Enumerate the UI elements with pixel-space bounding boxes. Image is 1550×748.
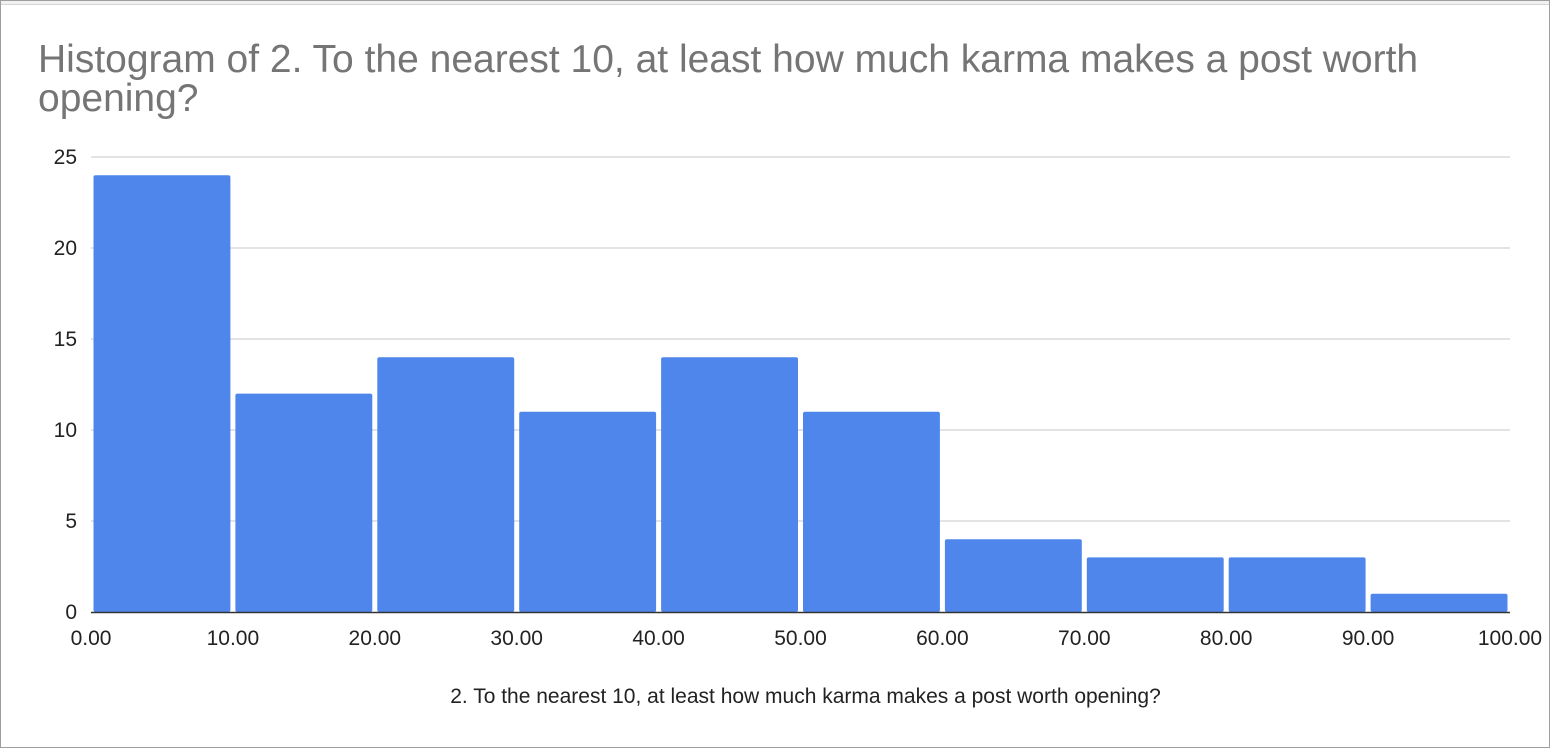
y-tick-label: 15 xyxy=(54,328,77,351)
x-tick-label: 70.00 xyxy=(1058,627,1111,650)
x-tick-label: 80.00 xyxy=(1200,627,1253,650)
y-tick-label: 0 xyxy=(65,601,77,624)
y-tick-label: 25 xyxy=(54,146,77,169)
x-axis-tick-labels: 0.00 10.00 20.00 30.00 40.00 50.00 60.00 70.00 8… xyxy=(71,627,1543,650)
y-tick-label: 10 xyxy=(54,419,77,442)
x-tick-label: 40.00 xyxy=(632,627,685,650)
histogram-bar xyxy=(235,393,373,612)
histogram-bar xyxy=(519,411,657,612)
histogram-bar xyxy=(661,357,798,612)
y-axis-tick-labels: 0 5 10 15 20 25 xyxy=(54,146,77,624)
histogram-bar xyxy=(1086,557,1224,612)
histogram-bar xyxy=(1370,593,1508,612)
histogram-bar xyxy=(803,411,940,612)
chart-title: Histogram of 2. To the nearest 10, at le… xyxy=(38,38,1419,120)
x-axis-title: 2. To the nearest 10, at least how much … xyxy=(450,685,1161,708)
x-tick-label: 60.00 xyxy=(916,627,969,650)
x-tick-label: 100.00 xyxy=(1478,627,1542,650)
x-tick-label: 0.00 xyxy=(71,627,112,650)
x-tick-label: 30.00 xyxy=(490,627,543,650)
x-tick-label: 20.00 xyxy=(349,627,402,650)
histogram-bar xyxy=(944,539,1082,612)
x-tick-label: 50.00 xyxy=(774,627,827,650)
top-edge-strip xyxy=(1,1,1549,5)
y-tick-label: 20 xyxy=(54,237,77,260)
histogram-bars xyxy=(93,175,1508,612)
histogram-bar xyxy=(377,357,515,612)
x-tick-label: 10.00 xyxy=(207,627,260,650)
y-tick-label: 5 xyxy=(65,510,77,533)
histogram-bar xyxy=(93,175,231,612)
histogram-bar xyxy=(1228,557,1366,612)
x-tick-label: 90.00 xyxy=(1342,627,1395,650)
